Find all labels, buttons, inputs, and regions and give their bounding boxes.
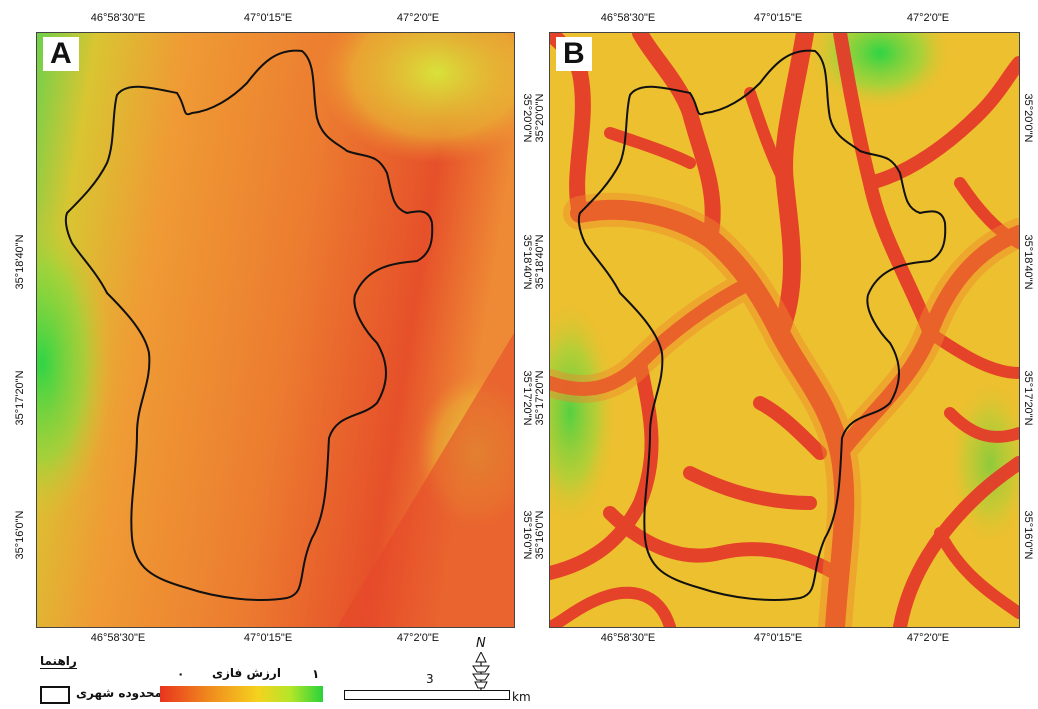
panel-label: B	[556, 37, 592, 71]
panel-label: A	[43, 37, 79, 71]
scale-bar-unit: km	[512, 690, 531, 704]
left-lat-label: 35°16'0"N	[14, 510, 26, 560]
map-panel-b: B	[549, 32, 1020, 628]
top-lon-label: 46°58'30"E	[90, 12, 146, 24]
boundary-legend-label: محدوده شهری	[76, 686, 163, 700]
fuzzy-color-ramp	[160, 686, 323, 702]
top-lon-label: 47°2'0"E	[396, 12, 440, 24]
right-lat-label: 35°17'20"N	[521, 370, 533, 426]
left-lat-label: 35°18'40"N	[534, 234, 546, 290]
bottom-lon-label: 46°58'30"E	[90, 632, 146, 644]
fuzzy-raster-a	[37, 33, 514, 627]
scale-bar-rule	[344, 690, 510, 700]
top-lon-label: 47°0'15"E	[243, 12, 293, 24]
right-lat-label: 35°17'20"N	[1022, 370, 1034, 426]
bottom-lon-label: 47°0'15"E	[753, 632, 803, 644]
bottom-lon-label: 46°58'30"E	[600, 632, 656, 644]
urban-boundary-b	[577, 49, 947, 601]
scale-bar-value: 3	[426, 672, 434, 686]
right-lat-label: 35°16'0"N	[1022, 510, 1034, 560]
left-lat-label: 35°17'20"N	[14, 370, 26, 426]
right-lat-label: 35°20'0"N	[521, 93, 533, 143]
left-lat-label: 35°16'0"N	[534, 510, 546, 560]
north-arrow-label: N	[476, 636, 486, 651]
bottom-lon-label: 47°0'15"E	[243, 632, 293, 644]
map-panel-a: A	[36, 32, 515, 628]
right-lat-label: 35°18'40"N	[1022, 234, 1034, 290]
fuzzy-value-title: ارزش فازی	[212, 666, 281, 680]
north-arrow-icon	[472, 652, 490, 690]
right-lat-label: 35°18'40"N	[521, 234, 533, 290]
left-lat-label: 35°20'0"N	[534, 93, 546, 143]
bottom-lon-label: 47°2'0"E	[906, 632, 950, 644]
fuzzy-raster-b	[550, 33, 1019, 627]
top-lon-label: 46°58'30"E	[600, 12, 656, 24]
top-lon-label: 47°0'15"E	[753, 12, 803, 24]
legend-max-label: ١	[312, 667, 320, 681]
urban-boundary-a	[64, 49, 434, 601]
legend-title: راهنما	[40, 654, 77, 669]
bottom-lon-label: 47°2'0"E	[396, 632, 440, 644]
left-lat-label: 35°18'40"N	[14, 234, 26, 290]
right-lat-label: 35°16'0"N	[521, 510, 533, 560]
right-lat-label: 35°20'0"N	[1022, 93, 1034, 143]
left-lat-label: 35°17'20"N	[534, 370, 546, 426]
legend-min-label: ٠	[177, 667, 185, 681]
top-lon-label: 47°2'0"E	[906, 12, 950, 24]
boundary-swatch	[40, 686, 70, 704]
